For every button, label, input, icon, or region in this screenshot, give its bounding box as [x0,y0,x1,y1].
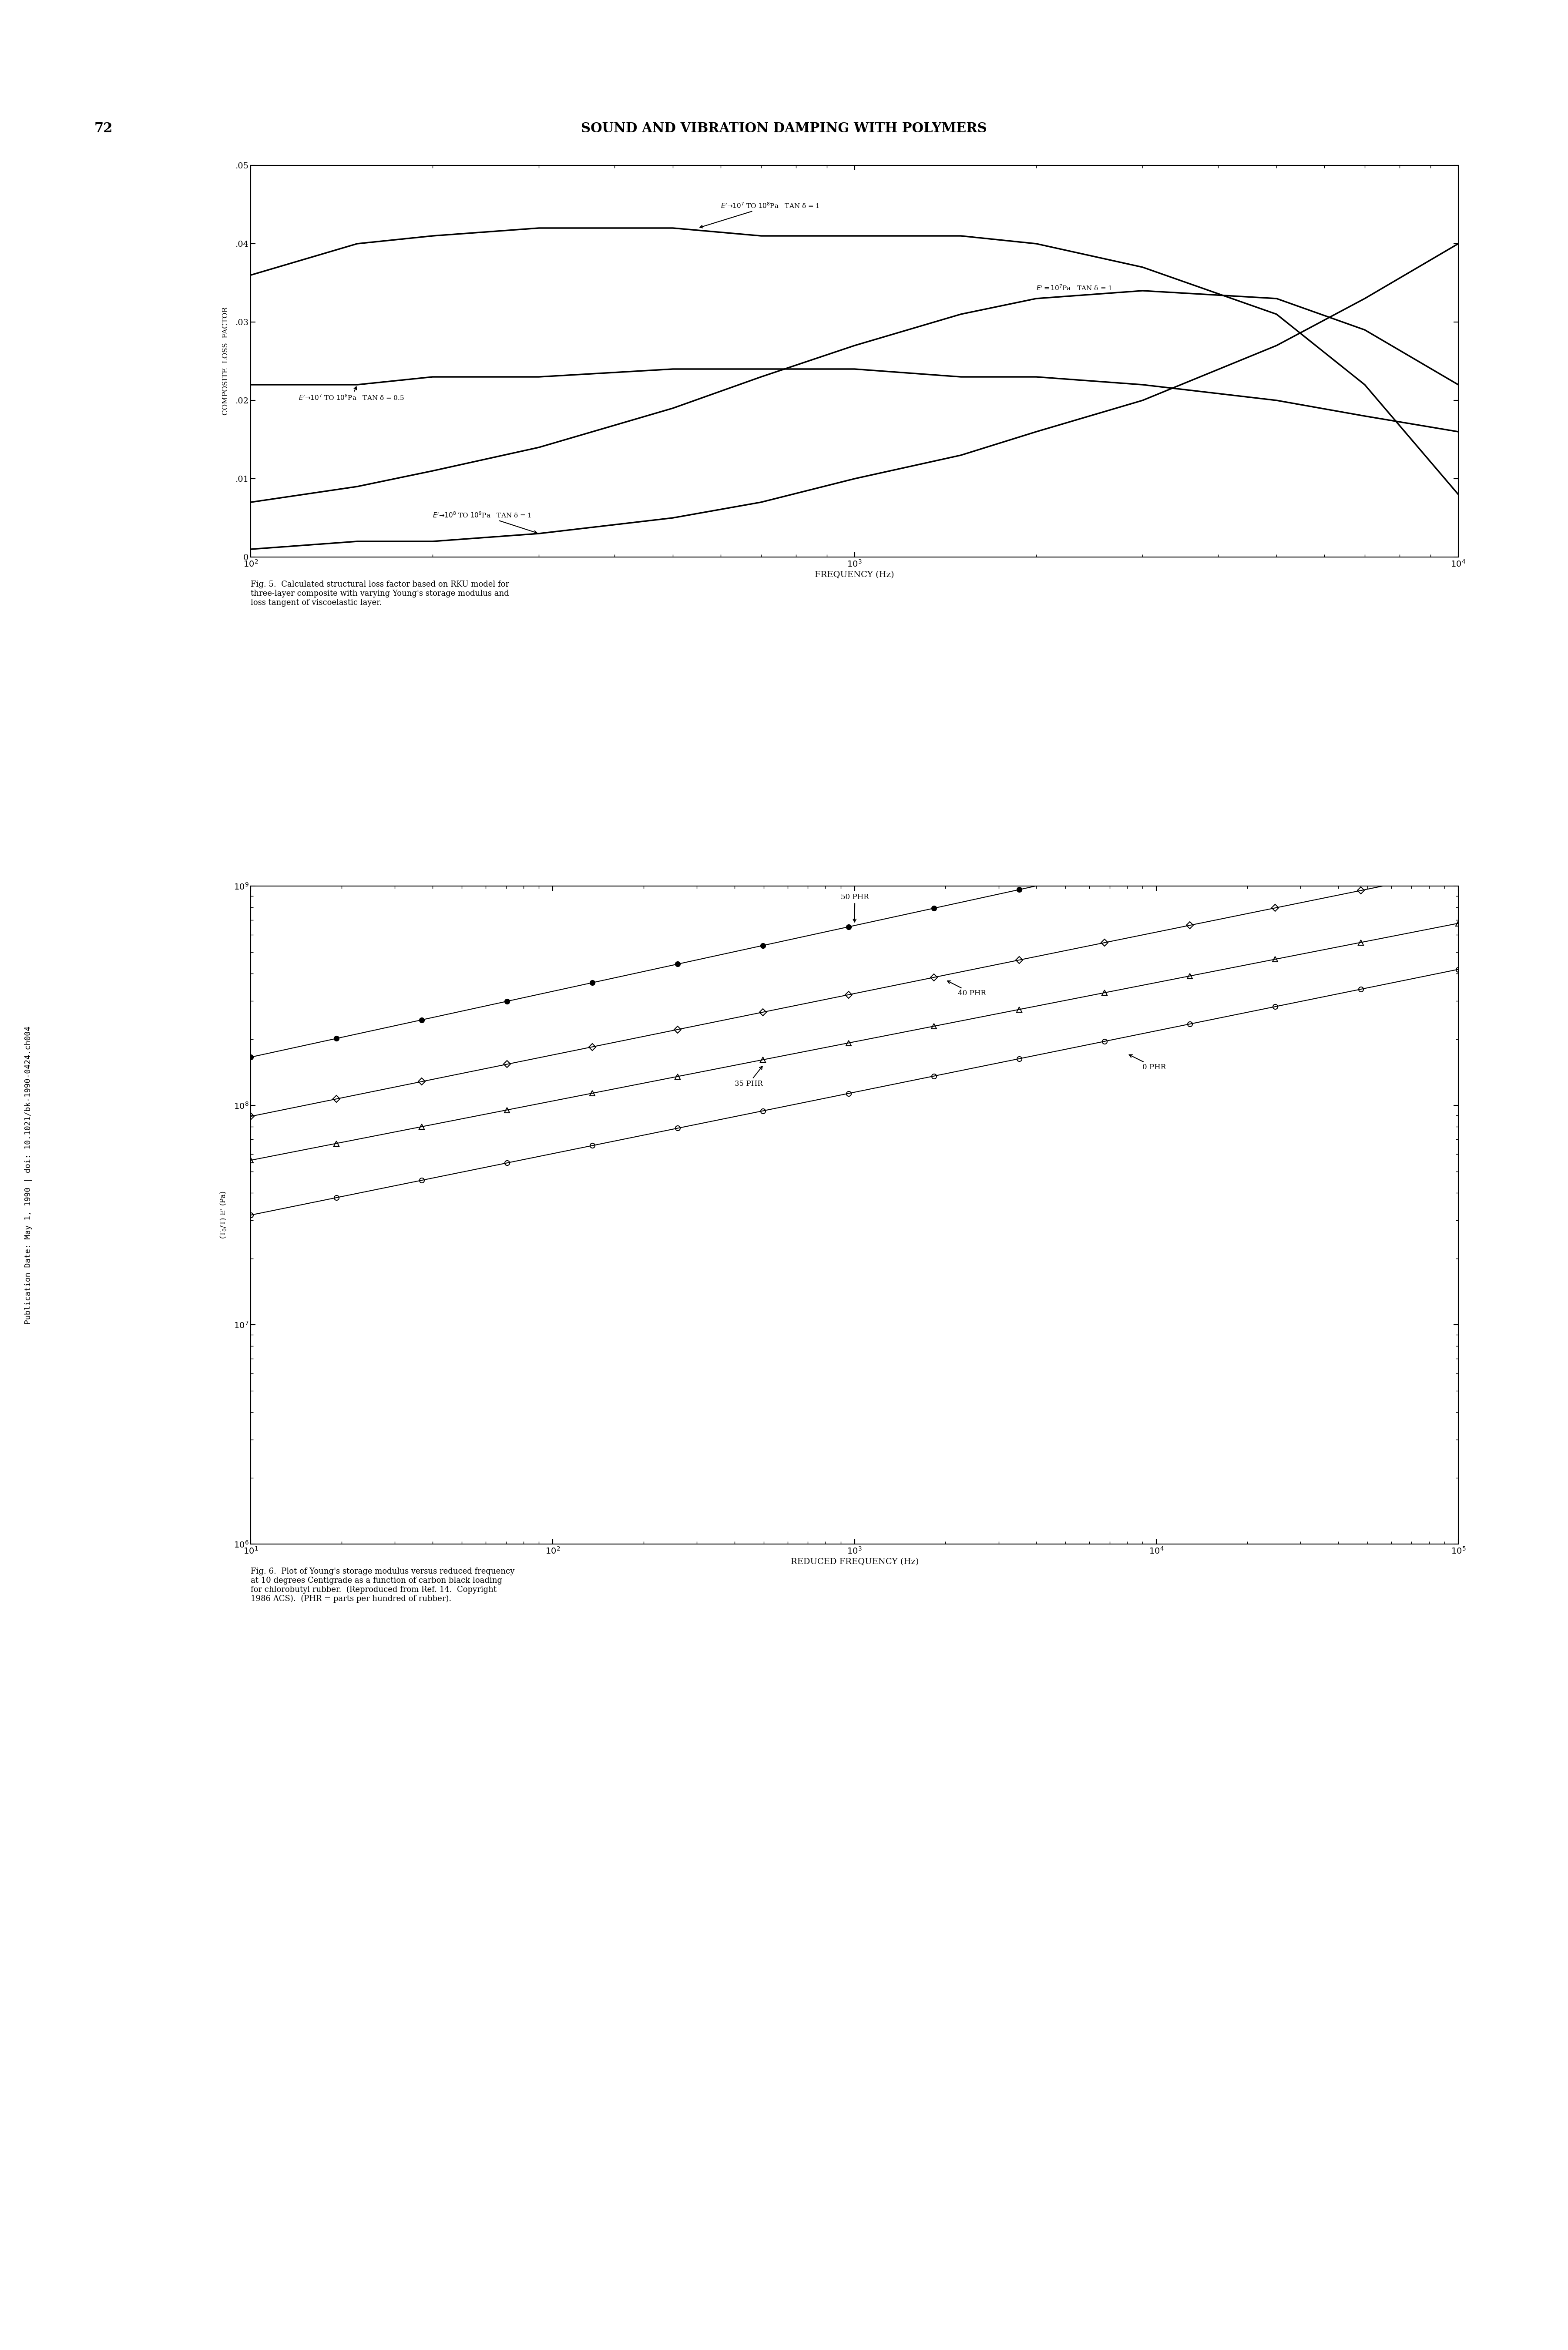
Text: Fig. 5.  Calculated structural loss factor based on RKU model for
three-layer co: Fig. 5. Calculated structural loss facto… [251,580,510,606]
Text: 72: 72 [94,122,113,136]
Text: 0 PHR: 0 PHR [1129,1055,1167,1072]
Y-axis label: (T$_0$/T) E' (Pa): (T$_0$/T) E' (Pa) [220,1191,227,1238]
Text: $E'→10^8$ TO $10^9$Pa   TAN δ = 1: $E'→10^8$ TO $10^9$Pa TAN δ = 1 [433,510,536,533]
X-axis label: REDUCED FREQUENCY (Hz): REDUCED FREQUENCY (Hz) [790,1558,919,1565]
Text: $E'→10^7$ TO $10^8$Pa   TAN δ = 0.5: $E'→10^7$ TO $10^8$Pa TAN δ = 0.5 [298,388,405,402]
Text: 35 PHR: 35 PHR [734,1067,762,1088]
Text: SOUND AND VIBRATION DAMPING WITH POLYMERS: SOUND AND VIBRATION DAMPING WITH POLYMER… [582,122,986,136]
X-axis label: FREQUENCY (Hz): FREQUENCY (Hz) [815,571,894,578]
Y-axis label: COMPOSITE  LOSS  FACTOR: COMPOSITE LOSS FACTOR [221,308,229,416]
Text: Fig. 6.  Plot of Young's storage modulus versus reduced frequency
at 10 degrees : Fig. 6. Plot of Young's storage modulus … [251,1567,514,1603]
Text: 40 PHR: 40 PHR [947,980,986,996]
Text: $E'=10^7$Pa   TAN δ = 1: $E'=10^7$Pa TAN δ = 1 [1036,284,1112,291]
Text: 50 PHR: 50 PHR [840,893,869,921]
Text: $E'→10^7$ TO $10^8$Pa   TAN δ = 1: $E'→10^7$ TO $10^8$Pa TAN δ = 1 [699,202,820,228]
Text: Publication Date: May 1, 1990 | doi: 10.1021/bk-1990-0424.ch004: Publication Date: May 1, 1990 | doi: 10.… [25,1027,31,1323]
